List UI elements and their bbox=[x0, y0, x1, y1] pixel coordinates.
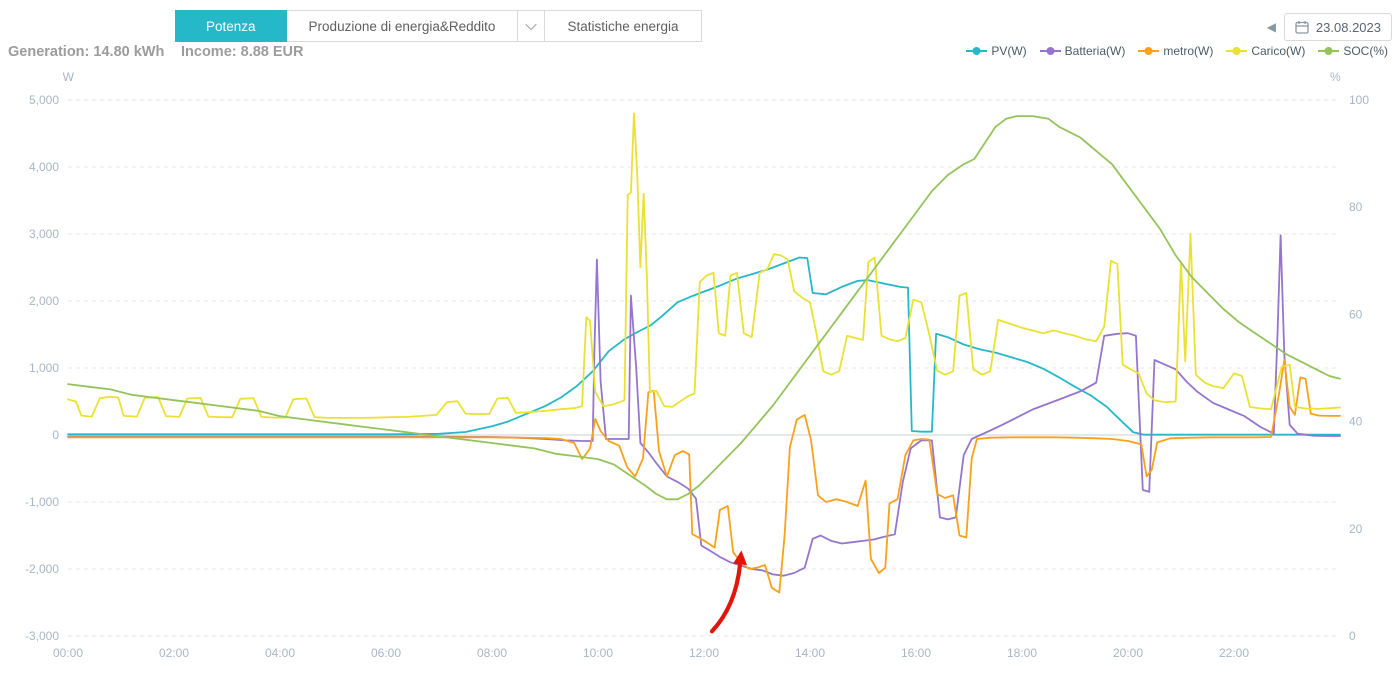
x-tick-label: 12:00 bbox=[689, 646, 719, 660]
y-left-tick-label: 3,000 bbox=[29, 227, 59, 241]
y-left-tick-label: 2,000 bbox=[29, 294, 59, 308]
x-tick-label: 00:00 bbox=[53, 646, 83, 660]
date-picker[interactable]: 23.08.2023 bbox=[1283, 13, 1392, 41]
calendar-icon bbox=[1295, 21, 1309, 34]
x-tick-label: 02:00 bbox=[159, 646, 189, 660]
tab-potenza[interactable]: Potenza bbox=[175, 10, 287, 42]
legend-marker-icon bbox=[1226, 47, 1248, 55]
y-left-unit-label: W bbox=[63, 70, 75, 84]
red-arrow-annotation bbox=[709, 562, 743, 634]
y-right-tick-label: 100 bbox=[1349, 93, 1369, 107]
legend-marker-icon bbox=[1138, 47, 1160, 55]
y-left-tick-label: 0 bbox=[52, 428, 59, 442]
x-tick-label: 20:00 bbox=[1113, 646, 1143, 660]
legend-label: Batteria(W) bbox=[1064, 44, 1126, 58]
view-tabs: Potenza Produzione di energia&Reddito St… bbox=[175, 10, 702, 42]
y-right-tick-label: 20 bbox=[1349, 522, 1363, 536]
y-right-tick-label: 80 bbox=[1349, 200, 1363, 214]
tab-dropdown-toggle[interactable] bbox=[517, 10, 546, 42]
income-label: Income: bbox=[181, 44, 237, 60]
x-tick-label: 04:00 bbox=[265, 646, 295, 660]
x-tick-label: 10:00 bbox=[583, 646, 613, 660]
generation-label: Generation: bbox=[8, 44, 90, 60]
income-stat: Income: 8.88 EUR bbox=[181, 44, 304, 60]
y-left-tick-label: 5,000 bbox=[29, 93, 59, 107]
y-right-tick-label: 60 bbox=[1349, 307, 1363, 321]
legend-label: PV(W) bbox=[991, 44, 1027, 58]
series-line-batteria-w bbox=[67, 234, 1341, 577]
date-navigation: ◀ 23.08.2023 bbox=[1267, 13, 1392, 41]
legend-label: Carico(W) bbox=[1251, 44, 1306, 58]
series-line-soc bbox=[67, 115, 1341, 501]
tab-statistiche-energia[interactable]: Statistiche energia bbox=[544, 10, 702, 42]
x-tick-label: 06:00 bbox=[371, 646, 401, 660]
legend-item-carico-w[interactable]: Carico(W) bbox=[1226, 44, 1305, 58]
y-left-tick-label: 4,000 bbox=[29, 160, 59, 174]
generation-stat: Generation: 14.80 kWh bbox=[8, 44, 164, 60]
legend-marker-icon bbox=[1039, 47, 1061, 55]
x-tick-label: 14:00 bbox=[795, 646, 825, 660]
x-tick-label: 22:00 bbox=[1219, 646, 1249, 660]
y-left-tick-label: -1,000 bbox=[25, 495, 59, 509]
y-right-tick-label: 40 bbox=[1349, 415, 1363, 429]
series-line-pv-w bbox=[67, 256, 1341, 436]
date-value: 23.08.2023 bbox=[1315, 19, 1381, 35]
y-left-tick-label: -2,000 bbox=[25, 562, 59, 576]
legend-item-metro-w[interactable]: metro(W) bbox=[1138, 44, 1213, 58]
legend-item-batteria-w[interactable]: Batteria(W) bbox=[1039, 44, 1126, 58]
income-value: 8.88 EUR bbox=[240, 44, 304, 60]
y-left-tick-label: -3,000 bbox=[25, 629, 59, 643]
tab-produzione-energia-reddito[interactable]: Produzione di energia&Reddito bbox=[285, 10, 519, 42]
legend-marker-icon bbox=[966, 47, 988, 55]
legend-marker-icon bbox=[1318, 47, 1340, 55]
legend-item-pv-w[interactable]: PV(W) bbox=[966, 44, 1027, 58]
series-line-carico-w bbox=[67, 112, 1341, 419]
generation-value: 14.80 kWh bbox=[93, 44, 165, 60]
y-left-tick-label: 1,000 bbox=[29, 361, 59, 375]
x-tick-label: 18:00 bbox=[1007, 646, 1037, 660]
x-tick-label: 16:00 bbox=[901, 646, 931, 660]
legend-label: metro(W) bbox=[1163, 44, 1214, 58]
legend-label: SOC(%) bbox=[1343, 44, 1388, 58]
x-tick-label: 08:00 bbox=[477, 646, 507, 660]
previous-date-arrow-icon[interactable]: ◀ bbox=[1266, 20, 1276, 34]
red-arrow-head-icon bbox=[733, 550, 748, 566]
legend: PV(W) Batteria(W) metro(W) Carico(W) SOC(%) bbox=[966, 44, 1388, 58]
y-right-tick-label: 0 bbox=[1349, 629, 1356, 643]
y-right-unit-label: % bbox=[1330, 70, 1341, 84]
legend-item-soc[interactable]: SOC(%) bbox=[1318, 44, 1388, 58]
chevron-down-icon bbox=[525, 18, 538, 31]
series-line-metro-w bbox=[67, 359, 1341, 594]
